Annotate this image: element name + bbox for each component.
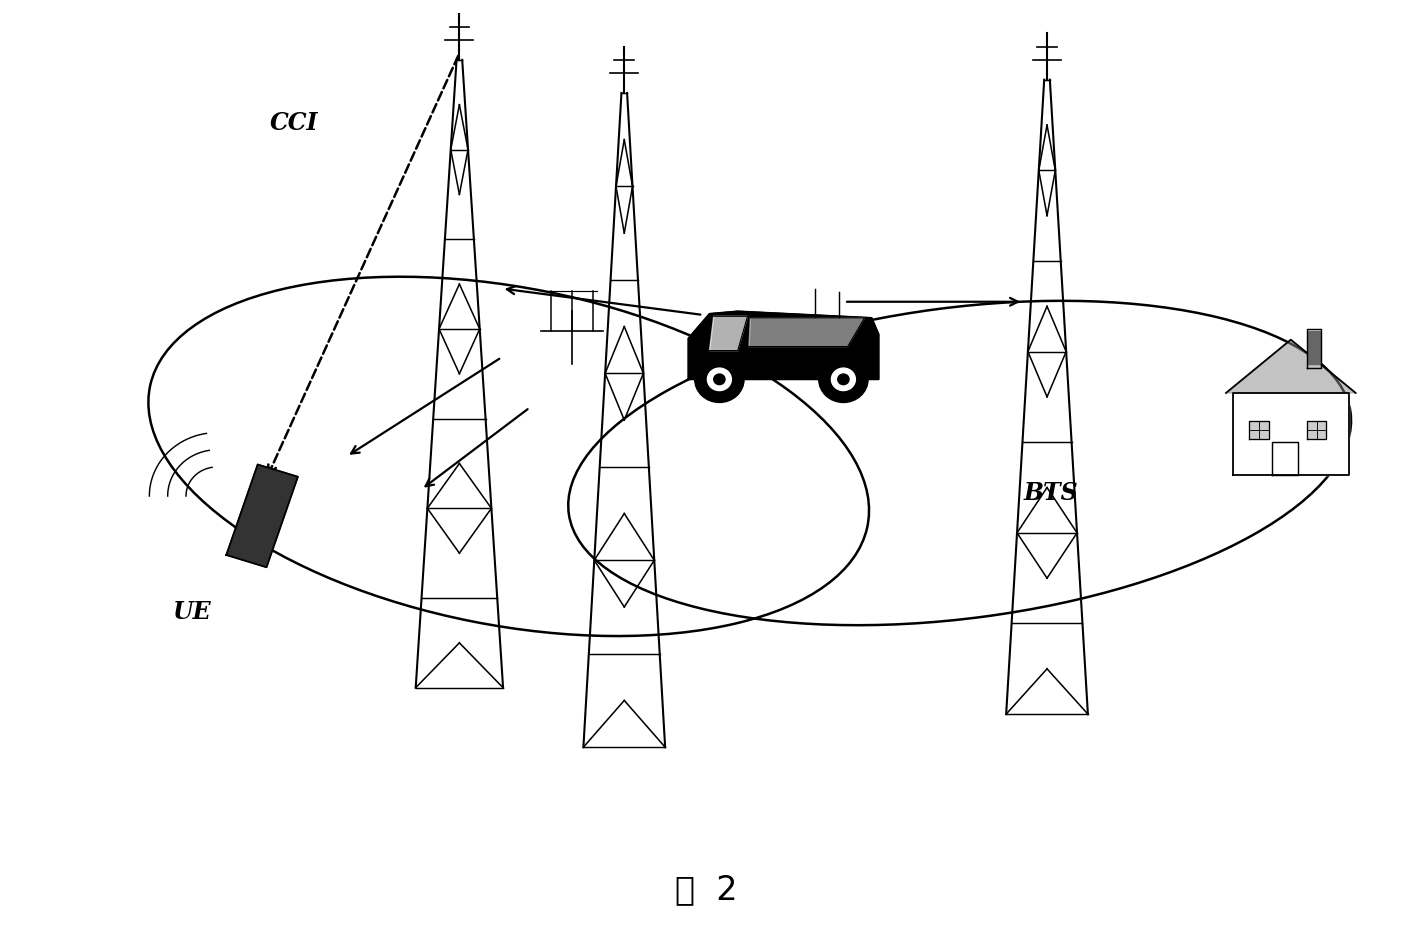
Polygon shape	[1226, 340, 1356, 394]
Polygon shape	[1308, 422, 1326, 439]
Polygon shape	[709, 317, 747, 351]
Circle shape	[713, 375, 724, 386]
Polygon shape	[1233, 394, 1348, 476]
Circle shape	[695, 357, 744, 403]
Text: BTS: BTS	[1024, 480, 1079, 504]
Polygon shape	[689, 312, 878, 380]
Circle shape	[837, 375, 849, 386]
Text: UE: UE	[172, 600, 210, 623]
Polygon shape	[1250, 422, 1268, 439]
Circle shape	[819, 357, 868, 403]
Circle shape	[832, 369, 856, 391]
Circle shape	[707, 369, 731, 391]
Polygon shape	[1309, 332, 1320, 365]
Polygon shape	[748, 319, 864, 348]
Text: 图  2: 图 2	[675, 872, 737, 905]
Polygon shape	[226, 465, 298, 567]
Text: CCI: CCI	[270, 111, 319, 134]
